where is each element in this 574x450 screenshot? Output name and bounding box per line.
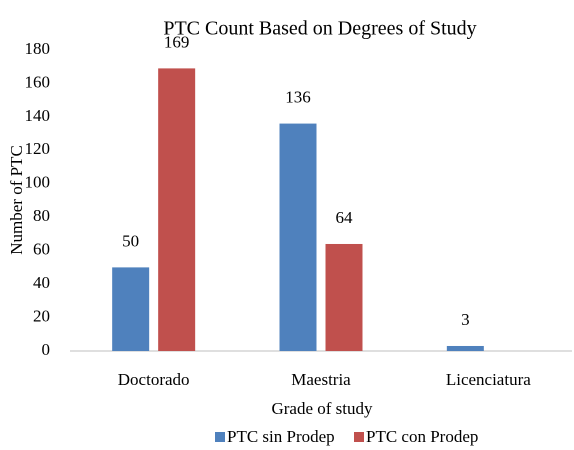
y-tick-label: 140 [25,106,51,125]
legend-label: PTC con Prodep [366,427,478,446]
legend-swatch [354,432,364,442]
x-tick-label: Doctorado [118,370,190,389]
bar [158,68,196,352]
x-axis-title: Grade of study [271,399,373,418]
y-tick-label: 120 [25,139,51,158]
legend-label: PTC sin Prodep [227,427,335,446]
y-tick-label: 180 [25,39,51,58]
bar [325,243,363,351]
bar [112,267,150,351]
legend-swatch [215,432,225,442]
data-label: 169 [164,32,190,51]
y-tick-label: 60 [33,240,50,259]
y-tick-label: 20 [33,306,50,325]
bar [279,123,317,351]
y-tick-label: 40 [33,273,50,292]
data-label: 64 [336,208,354,227]
data-label: 136 [285,87,311,106]
y-tick-label: 100 [25,173,51,192]
y-axis-title: Number of PTC [7,145,26,255]
bar [446,345,484,351]
y-tick-label: 160 [25,72,51,91]
y-tick-label: 0 [42,340,51,359]
x-tick-label: Licenciatura [446,370,531,389]
data-label: 50 [122,231,139,250]
x-tick-label: Maestria [291,370,351,389]
chart-title: PTC Count Based on Degrees of Study [163,18,476,40]
y-tick-label: 80 [33,206,50,225]
data-label: 3 [461,310,470,329]
